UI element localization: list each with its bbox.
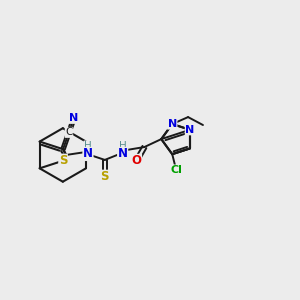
Text: S: S bbox=[100, 170, 109, 183]
Text: O: O bbox=[131, 154, 142, 167]
Text: H: H bbox=[119, 141, 127, 151]
Text: Cl: Cl bbox=[170, 165, 182, 175]
Text: N: N bbox=[118, 148, 128, 160]
Text: S: S bbox=[59, 154, 67, 167]
Text: C: C bbox=[65, 128, 73, 137]
Text: N: N bbox=[69, 113, 79, 123]
Text: N: N bbox=[83, 148, 93, 160]
Text: N: N bbox=[185, 125, 195, 135]
Text: H: H bbox=[84, 141, 92, 151]
Text: N: N bbox=[168, 119, 177, 129]
